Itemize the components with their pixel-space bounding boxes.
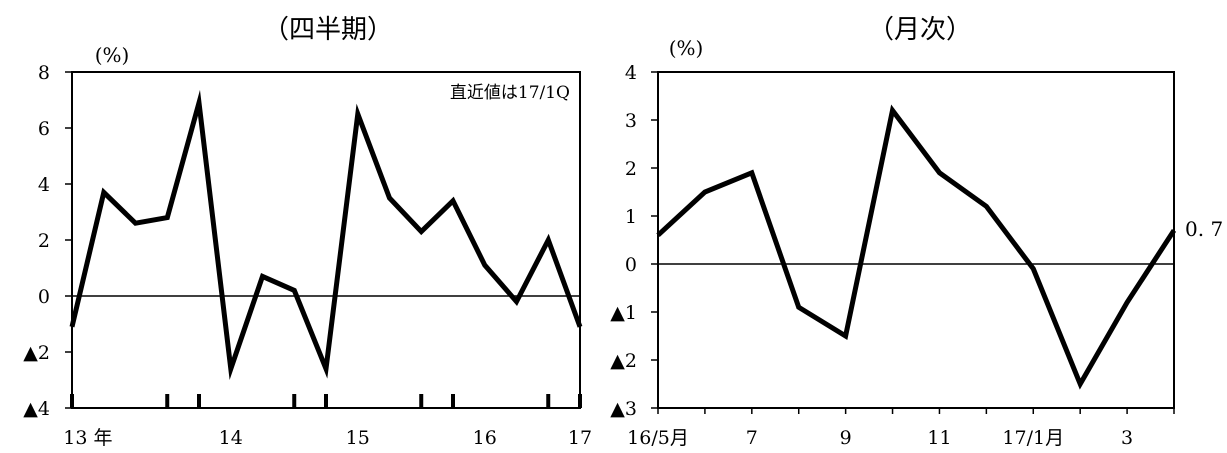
quarterly-x-tick-label: 17 [568,427,592,448]
monthly-y-tick-label: 3 [625,110,637,132]
quarterly-y-tick-label: 2 [38,230,50,252]
quarterly-y-tick-label: ▲2 [23,342,50,364]
monthly-x-tick-label: 16/5月 [627,427,689,448]
monthly-y-tick-label: 0 [625,254,637,276]
monthly-x-tick-label: 7 [746,427,758,448]
quarterly-y-tick-label: ▲4 [23,398,50,420]
quarterly-y-tick-label: 4 [38,174,50,196]
quarterly-y-tick-label: 6 [38,118,50,140]
monthly-x-tick-label: 3 [1121,427,1133,448]
monthly-y-tick-label: ▲2 [610,350,637,372]
quarterly-x-tick-label: 15 [346,427,370,448]
monthly-x-tick-label: 9 [840,427,852,448]
monthly-end-value-label: 0. 7 [1185,217,1223,241]
quarterly-marks [69,89,583,380]
quarterly-x-tick-label: 13 年 [63,427,112,448]
monthly-x-tick-label: 17/1月 [1002,427,1064,448]
quarterly-unit-label: (%) [95,43,130,67]
monthly-chart: （月次） (%) 0. 7 4 3 2 1 0 ▲1 ▲2 ▲3 16/5月 7 9 11 17/1月… [610,15,1223,449]
quarterly-y-tick-label: 8 [38,62,50,84]
quarterly-series-line [69,89,583,380]
quarterly-chart-title: （四半期） [263,15,393,45]
quarterly-x-tick-label: 16 [473,427,497,448]
monthly-y-axis: 4 3 2 1 0 ▲1 ▲2 ▲3 [610,62,658,420]
monthly-chart-title: （月次） [868,15,972,45]
quarterly-x-tick-label: 14 [219,427,243,448]
quarterly-annotation: 直近値は17/1Q [450,83,570,103]
quarterly-y-tick-label: 0 [38,286,50,308]
monthly-x-tick-label: 11 [927,427,951,448]
quarterly-x-axis: 13 年 14 15 16 17 [63,394,592,449]
quarterly-y-axis: 8 6 4 2 0 ▲2 ▲4 [23,62,72,420]
monthly-unit-label: (%) [669,36,704,60]
quarterly-chart: （四半期） (%) 直近値は17/1Q 8 6 4 2 0 ▲2 ▲4 13 年 14 15 16… [23,15,592,449]
monthly-y-tick-label: ▲3 [610,398,637,420]
monthly-y-tick-label: ▲1 [610,302,637,324]
monthly-x-axis: 16/5月 7 9 11 17/1月 3 [627,408,1175,449]
monthly-marks [656,104,1177,390]
monthly-series-line [656,104,1177,390]
monthly-y-tick-label: 2 [625,158,637,180]
monthly-plot-frame [657,71,1175,409]
monthly-y-tick-label: 1 [625,206,637,228]
monthly-y-tick-label: 4 [625,62,637,84]
